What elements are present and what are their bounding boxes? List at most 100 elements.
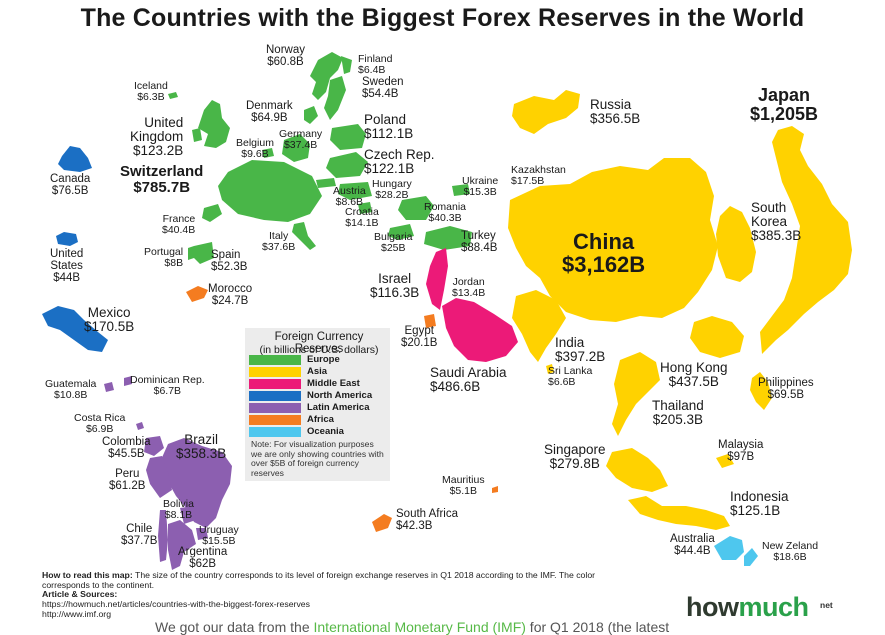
- label-malaysia: Malaysia $97B: [718, 439, 764, 464]
- shape-japan: [760, 126, 852, 354]
- label-indonesia: Indonesia $125.1B: [730, 489, 789, 519]
- how-to-read-label: How to read this map:: [42, 570, 133, 580]
- label-romania: Romania $40.3B: [424, 201, 467, 225]
- legend-swatch: [249, 415, 301, 425]
- legend-title: Foreign Currency Reserves: [274, 331, 364, 355]
- shape-colombia: [144, 436, 164, 456]
- shape-switzerland: [218, 160, 322, 222]
- shape-israel: [426, 248, 448, 310]
- label-colombia: Colombia $45.5B: [102, 436, 151, 461]
- shape-france: [202, 204, 222, 222]
- shape-bolivia: [180, 506, 196, 524]
- shape-philippines: [750, 372, 772, 410]
- label-uk: United Kingdom $123.2B: [130, 115, 184, 159]
- middle-east-shapes: [426, 248, 518, 362]
- shape-indonesia: [628, 496, 730, 530]
- legend-swatch: [249, 355, 301, 365]
- label-singapore: Singapore $279.8B: [544, 442, 606, 472]
- shape-portugal: [188, 246, 194, 260]
- label-mauritius: Mauritius $5.1B: [442, 474, 485, 498]
- north-america-shapes: [42, 146, 108, 352]
- shape-germany: [282, 134, 310, 162]
- shape-canada: [58, 146, 92, 172]
- label-sweden: Sweden $54.4B: [362, 76, 404, 101]
- label-ukraine: Ukraine $15.3B: [462, 175, 499, 199]
- label-bolivia: Bolivia $8.1B: [163, 498, 194, 522]
- shape-austria: [316, 178, 336, 188]
- shape-ukraine: [452, 184, 470, 196]
- label-croatia: Croatia $14.1B: [345, 206, 379, 230]
- brand-logo: howmuch: [686, 592, 809, 623]
- label-japan: Japan $1,205B: [750, 85, 819, 124]
- legend-label: North America: [307, 390, 373, 401]
- shape-new-zeland: [744, 548, 758, 566]
- label-italy: Italy $37.6B: [262, 230, 296, 254]
- legend-item-europe: Europe: [249, 354, 387, 365]
- legend-label: Asia: [307, 366, 328, 377]
- legend: Foreign Currency Reserves (in billions o…: [245, 328, 390, 481]
- source-link-imf[interactable]: http://www.imf.org: [42, 608, 112, 619]
- oceania-shapes: [714, 536, 758, 566]
- label-brazil: Brazil $358.3B: [176, 432, 227, 462]
- shape-malaysia: [716, 454, 734, 468]
- label-costa-rica: Costa Rica $6.9B: [74, 412, 126, 436]
- label-india: India $397.2B: [555, 335, 606, 365]
- shape-iceland: [168, 92, 178, 99]
- brand-part2: much: [738, 592, 810, 622]
- shape-sweden: [324, 76, 346, 120]
- label-czech: Czech Rep. $122.1B: [364, 147, 435, 177]
- label-turkey: Turkey $88.4B: [461, 230, 498, 255]
- label-australia: Australia $44.4B: [670, 533, 715, 558]
- shape-mauritius: [492, 486, 498, 493]
- shape-romania: [398, 196, 434, 220]
- shape-poland: [330, 124, 366, 150]
- legend-item-latin-america: Latin America: [249, 402, 387, 413]
- legend-swatch: [249, 391, 301, 401]
- sources-label: Article & Sources:: [42, 589, 118, 600]
- how-to-read: How to read this map: The size of the co…: [42, 570, 602, 590]
- shape-saudi-arabia: [442, 298, 518, 362]
- shape-united-states: [56, 232, 78, 246]
- label-finland: Finland $6.4B: [358, 53, 393, 77]
- legend-label: Africa: [307, 414, 334, 425]
- label-new-zeland: New Zeland $18.6B: [762, 540, 819, 564]
- footer: How to read this map: The size of the co…: [42, 570, 602, 620]
- shape-norway: [310, 52, 343, 100]
- label-germany: Germany $37.4B: [279, 128, 323, 152]
- label-belgium: Belgium $9.6B: [236, 137, 274, 161]
- shape-hong-kong: [690, 316, 744, 358]
- label-egypt: Egypt $20.1B: [401, 325, 438, 350]
- shape-south-korea: [716, 206, 756, 282]
- shape-russia: [512, 90, 580, 134]
- shape-belgium: [262, 148, 274, 158]
- shape-italy: [292, 222, 316, 250]
- label-south-africa: South Africa $42.3B: [396, 508, 459, 533]
- legend-label: Middle East: [307, 378, 360, 389]
- shape-south-africa: [372, 514, 392, 532]
- label-denmark: Denmark $64.9B: [246, 100, 293, 125]
- label-austria: Austria $8.6B: [333, 185, 366, 209]
- shape-guatemala: [104, 382, 114, 392]
- imf-link[interactable]: International Monetary Fund (IMF): [313, 619, 526, 635]
- cut-text-before: We got our data from the: [155, 619, 314, 635]
- shape-morocco: [186, 286, 208, 302]
- shape-spain: [194, 242, 214, 264]
- shape-sri-lanka: [546, 364, 554, 374]
- legend-label: Oceania: [307, 426, 344, 437]
- source-link-howmuch[interactable]: https://howmuch.net/articles/countries-w…: [42, 599, 310, 610]
- legend-swatch: [249, 427, 301, 437]
- shape-croatia: [358, 202, 372, 214]
- shape-singapore: [606, 448, 668, 492]
- shape-turkey: [424, 226, 472, 250]
- label-spain: Spain $52.3B: [211, 249, 248, 274]
- label-morocco: Morocco $24.7B: [208, 283, 253, 308]
- label-bulgaria: Bulgaria $25B: [374, 231, 413, 255]
- legend-item-middle-east: Middle East: [249, 378, 387, 389]
- label-norway: Norway $60.8B: [266, 44, 305, 69]
- label-sri-lanka: Sri Lanka $6.6B: [548, 365, 593, 389]
- shape-uk: [198, 100, 230, 148]
- label-peru: Peru $61.2B: [109, 468, 146, 493]
- shape-thailand: [612, 352, 660, 436]
- label-china: China $3,162B: [562, 229, 646, 278]
- shape-hungary: [338, 182, 372, 200]
